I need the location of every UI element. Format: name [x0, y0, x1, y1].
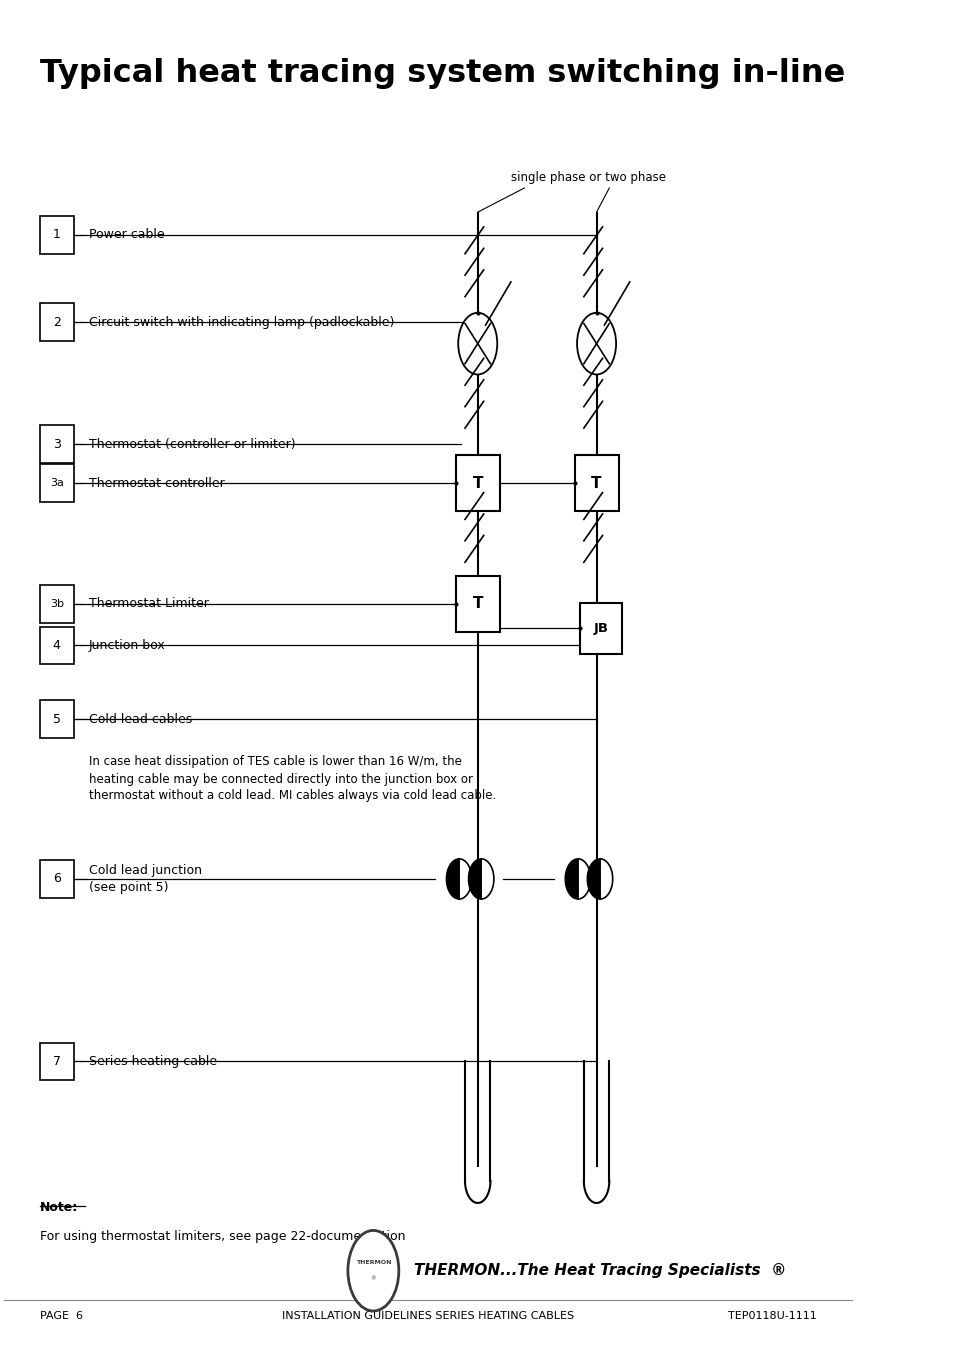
Text: JB: JB [593, 621, 608, 634]
Text: ®: ® [370, 1276, 375, 1281]
Text: THERMON...The Heat Tracing Specialists  ®: THERMON...The Heat Tracing Specialists ® [414, 1264, 785, 1278]
Text: THERMON: THERMON [355, 1260, 391, 1265]
Bar [40, 626, 73, 664]
Text: 3b: 3b [50, 599, 64, 609]
Bar [40, 464, 73, 502]
Text: 5: 5 [52, 713, 61, 726]
Polygon shape [446, 859, 458, 899]
Text: 6: 6 [52, 872, 61, 886]
Bar [579, 602, 621, 653]
Bar [40, 585, 73, 622]
Bar [456, 575, 499, 632]
Polygon shape [468, 859, 480, 899]
Text: Junction box: Junction box [89, 639, 166, 652]
Text: For using thermostat limiters, see page 22-documentation: For using thermostat limiters, see page … [40, 1230, 405, 1243]
Text: Note:: Note: [40, 1202, 78, 1214]
Text: T: T [472, 475, 482, 490]
Text: Series heating cable: Series heating cable [89, 1054, 217, 1068]
Bar [40, 1042, 73, 1080]
Text: In case heat dissipation of TES cable is lower than 16 W/m, the
heating cable ma: In case heat dissipation of TES cable is… [89, 756, 496, 802]
Text: 1: 1 [52, 228, 61, 242]
Circle shape [348, 1230, 398, 1311]
Text: Thermostat Limiter: Thermostat Limiter [89, 598, 209, 610]
Text: single phase or two phase: single phase or two phase [510, 171, 665, 184]
Text: T: T [472, 597, 482, 612]
Bar [40, 304, 73, 342]
Text: PAGE  6: PAGE 6 [40, 1311, 83, 1322]
Text: 4: 4 [52, 639, 61, 652]
Text: T: T [591, 475, 601, 490]
Text: Power cable: Power cable [89, 228, 165, 242]
Circle shape [577, 313, 616, 374]
Text: 7: 7 [52, 1054, 61, 1068]
Bar [40, 425, 73, 463]
Bar [456, 455, 499, 512]
Text: Thermostat controller: Thermostat controller [89, 477, 225, 490]
Polygon shape [587, 859, 599, 899]
Text: Cold lead cables: Cold lead cables [89, 713, 193, 726]
Text: TEP0118U-1111: TEP0118U-1111 [728, 1311, 817, 1322]
Bar [574, 455, 618, 512]
Circle shape [457, 313, 497, 374]
Text: 2: 2 [52, 316, 61, 328]
Text: Cold lead junction
(see point 5): Cold lead junction (see point 5) [89, 864, 202, 894]
Text: Typical heat tracing system switching in-line: Typical heat tracing system switching in… [40, 58, 844, 89]
Text: 3: 3 [52, 437, 61, 451]
Polygon shape [564, 859, 578, 899]
Text: 3a: 3a [50, 478, 64, 489]
Bar [40, 216, 73, 254]
Text: Circuit switch with indicating lamp (padlockable): Circuit switch with indicating lamp (pad… [89, 316, 394, 328]
Bar [40, 860, 73, 898]
Text: INSTALLATION GUIDELINES SERIES HEATING CABLES: INSTALLATION GUIDELINES SERIES HEATING C… [282, 1311, 574, 1322]
Text: Thermostat (controller or limiter): Thermostat (controller or limiter) [89, 437, 295, 451]
Bar [40, 701, 73, 738]
